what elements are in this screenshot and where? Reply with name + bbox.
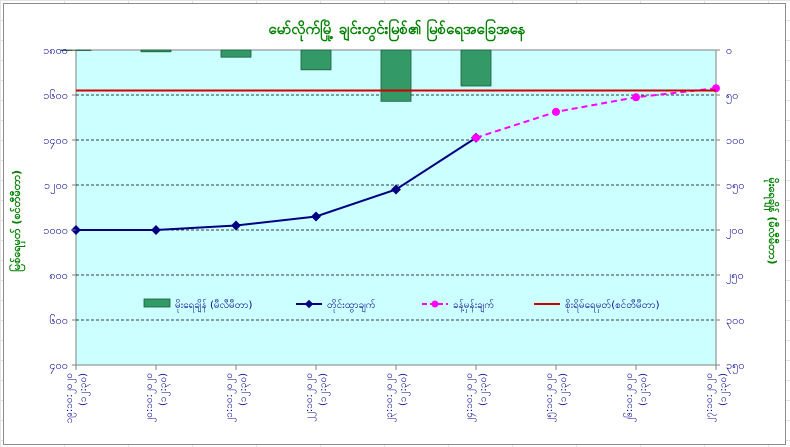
measured-line bbox=[76, 136, 477, 231]
forecast-point bbox=[632, 93, 640, 102]
rainfall-bar bbox=[140, 49, 172, 53]
x-tick-label: ၂၄:၁၀:၂၀၂၀ (၁၂:၃၀) bbox=[464, 373, 491, 423]
x-tick-label: ၂၂:၁၀:၂၀၂၀ (၁၂:၃၀) bbox=[304, 373, 331, 422]
legend-label: တိုင်းထွာချက် bbox=[327, 298, 376, 313]
legend-marker-forecast bbox=[431, 300, 439, 308]
water-level-lines bbox=[71, 84, 720, 235]
y-right-tick-label: ၅၀ bbox=[726, 89, 738, 104]
y-left-tick-label: ၁၂၀၀ bbox=[44, 179, 68, 194]
y-right-tick-label: ၃၅၀ bbox=[726, 359, 745, 374]
y-left-tick-label: ၁၀၀၀ bbox=[43, 224, 68, 237]
y-left-tick-label: ၁၄၀၀ bbox=[43, 134, 68, 149]
y-right-tick-label: ၀ bbox=[726, 44, 732, 57]
legend: မိုးရေချိန် (မီလီမီတာ) တိုင်းထွာချက် ခန့်မ… bbox=[143, 298, 660, 313]
x-tick-label: ၂၀:၁၀:၂၀၂၀ (၁၂:၃၀) bbox=[144, 373, 171, 423]
y-right-tick-label: ၂၀၀ bbox=[726, 224, 744, 239]
measured-point bbox=[151, 225, 161, 235]
chart-area[interactable]: မော်လိုက်မြို့ ချင်းတွင်းမြစ်၏ မြစ်ရေအခြ… bbox=[3, 3, 786, 445]
x-tick-label: ၂၁:၁၀:၂၀၂၀ (၁၂:၃၀) bbox=[224, 373, 251, 423]
y-axis-right-label: မိုးရေချိန် (မီလီမီတာ) bbox=[763, 178, 780, 265]
y-right-tick-label: ၁၅၀ bbox=[726, 179, 745, 194]
measured-point bbox=[231, 220, 241, 231]
plot-area bbox=[75, 49, 717, 366]
legend-swatch-rainfall bbox=[143, 298, 171, 308]
x-tick-label: ၂၆:၁၀:၂၀၂၀ (၁၂:၃၀) bbox=[622, 373, 651, 423]
y-left-tick-label: ၆၀၀ bbox=[49, 314, 68, 327]
y-right-tick-label: ၃၀၀ bbox=[726, 314, 745, 329]
x-tick-label: ၂၅:၁၀:၂၀၂၀ (၁၂:၃၀) bbox=[544, 373, 571, 423]
axis-ticks: ၄၀၀ ၆၀၀ ၈၀၀ ၁၀၀၀ ၁၂၀၀ ၁၄၀၀ ၁၆၀၀ ၁၈၀၀ ၀၅၀၁၀၀၁၅၀၂၀… bbox=[43, 44, 744, 423]
legend-label: မိုးရေချိန် (မီလီမီတာ) bbox=[175, 298, 253, 313]
y-left-tick-label: ၈၀၀ bbox=[49, 269, 68, 282]
x-tick-label: ၂၇:၁၀:၂၀၂၀ (၁၂:၃၀) bbox=[704, 373, 731, 423]
measured-point bbox=[391, 184, 401, 195]
chart-svg: မော်လိုက်မြို့ ချင်းတွင်းမြစ်၏ မြစ်ရေအခြ… bbox=[8, 18, 780, 423]
y-right-tick-label: ၁၀၀ bbox=[726, 134, 745, 147]
rainfall-bar bbox=[380, 49, 412, 102]
chart-title: မော်လိုက်မြို့ ချင်းတွင်းမြစ်၏ မြစ်ရေအခြ… bbox=[268, 18, 525, 42]
rainfall-bar bbox=[460, 49, 492, 87]
legend-label: စိုးရိမ်ရေမှတ်(စင်တီမီတာ) bbox=[565, 298, 660, 313]
y-left-tick-label: ၁၆၀၀ bbox=[43, 89, 68, 102]
forecast-point bbox=[472, 133, 480, 142]
forecast-point bbox=[552, 107, 560, 116]
x-tick-label: ၁၉:၁၀:၂၀၂၀ (၁၂:၃၀) bbox=[64, 373, 91, 423]
rainfall-bar bbox=[220, 49, 252, 58]
forecast-line bbox=[475, 87, 717, 139]
rainfall-bar bbox=[300, 49, 332, 71]
y-left-tick-label: ၁၈၀၀ bbox=[43, 44, 68, 57]
y-left-tick-label: ၄၀၀ bbox=[49, 359, 68, 374]
y-right-tick-label: ၂၅၀ bbox=[726, 269, 744, 284]
legend-label: ခန့်မှန်းချက် bbox=[453, 298, 494, 313]
measured-point bbox=[311, 211, 321, 222]
legend-marker-measured bbox=[304, 299, 314, 309]
y-axis-left-label: မြစ်ရေမှတ် (စင်တီမီတာ) bbox=[8, 170, 26, 272]
x-tick-label: ၂၃:၁၀:၂၀၂၀ (၁၂:၃၀) bbox=[384, 373, 411, 423]
